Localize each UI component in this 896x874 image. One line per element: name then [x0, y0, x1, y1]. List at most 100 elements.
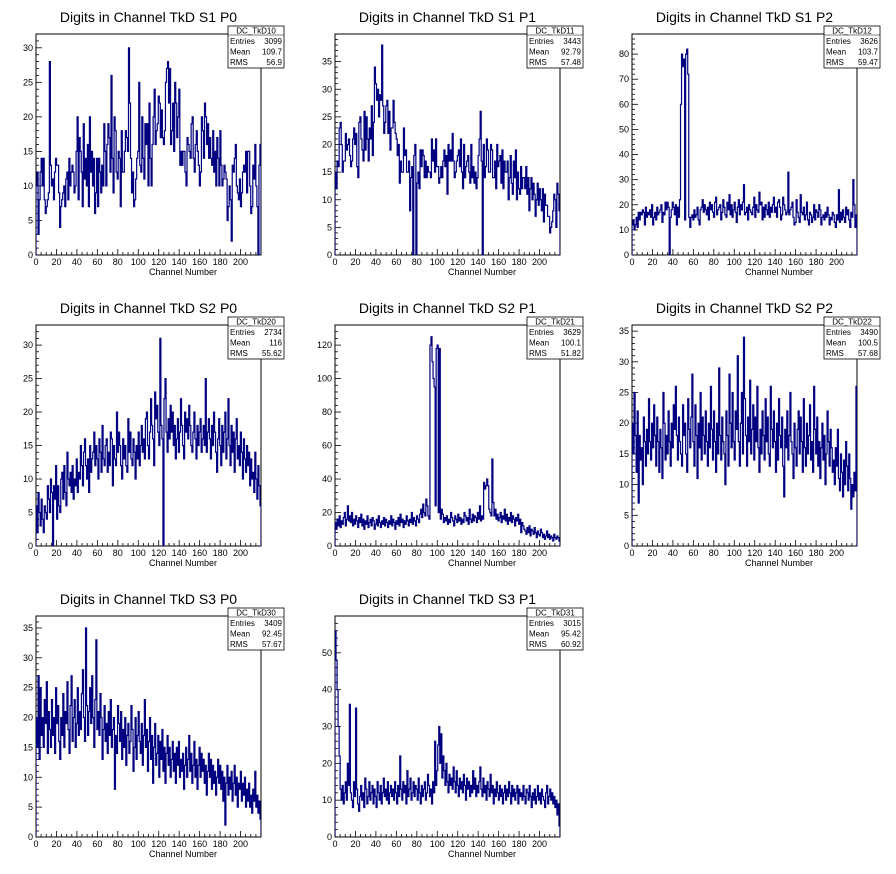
y-tick-label: 35 — [23, 623, 33, 633]
stats-label: Entries — [826, 37, 851, 46]
histogram-series — [335, 630, 560, 837]
y-tick-label: 5 — [28, 802, 33, 812]
x-tick-label: 0 — [332, 839, 337, 849]
stats-value: 3409 — [264, 619, 282, 628]
y-tick-label: 60 — [619, 99, 629, 109]
stats-box-name: DC_TkD22 — [832, 318, 872, 327]
chart-title: Digits in Channel TkD S3 P1 — [359, 591, 536, 607]
stats-label: RMS — [230, 349, 248, 358]
y-tick-label: 0 — [28, 250, 33, 260]
stats-value: 3626 — [860, 37, 878, 46]
x-tick-label: 0 — [332, 548, 337, 558]
stats-label: Mean — [529, 48, 549, 57]
stats-box-name: DC_TkD21 — [535, 318, 575, 327]
stats-value: 57.68 — [858, 349, 879, 358]
stats-box-name: DC_TkD31 — [535, 609, 575, 618]
x-tick-label: 60 — [92, 257, 102, 267]
stats-box-frame — [227, 316, 285, 360]
stats-value: 100.5 — [858, 339, 879, 348]
x-tick-label: 100 — [430, 839, 445, 849]
y-tick-label: 0 — [327, 250, 332, 260]
y-tick-label: 25 — [23, 374, 33, 384]
chart-title: Digits in Channel TkD S1 P1 — [359, 9, 536, 25]
x-tick-label: 140 — [172, 257, 187, 267]
stats-value: 60.92 — [561, 640, 582, 649]
x-tick-label: 40 — [668, 548, 678, 558]
stats-label: RMS — [529, 349, 547, 358]
y-tick-label: 5 — [327, 222, 332, 232]
y-tick-label: 40 — [322, 685, 332, 695]
histogram-panel: Digits in Channel TkD S3 P10 20 40 60 80 100 1… — [322, 591, 584, 859]
x-tick-label: 0 — [629, 548, 634, 558]
stats-label: Entries — [529, 37, 554, 46]
chart-title: Digits in Channel TkD S1 P2 — [656, 9, 833, 25]
y-tick-label: 10 — [322, 195, 332, 205]
stats-box-frame — [526, 607, 584, 651]
stats-label: Mean — [826, 48, 846, 57]
x-tick-label: 40 — [668, 257, 678, 267]
stats-value: 57.67 — [262, 640, 283, 649]
y-tick-label: 25 — [23, 77, 33, 87]
histogram-panel: Digits in Channel TkD S2 P1 0 20 40 60 80 100 1… — [317, 300, 584, 568]
y-tick-label: 15 — [322, 167, 332, 177]
y-tick-label: 10 — [23, 181, 33, 191]
x-tick-label: 160 — [788, 548, 803, 558]
x-tick-label: 80 — [113, 257, 123, 267]
x-tick-label: 40 — [72, 839, 82, 849]
stats-label: Mean — [230, 630, 250, 639]
x-tick-label: 60 — [391, 257, 401, 267]
stats-value: 3629 — [563, 328, 581, 337]
stats-box-name: DC_TkD12 — [832, 27, 872, 36]
y-tick-label: 5 — [28, 508, 33, 518]
y-tick-label: 40 — [619, 150, 629, 160]
stats-label: RMS — [826, 349, 844, 358]
x-tick-label: 100 — [727, 548, 742, 558]
x-tick-label: 20 — [350, 839, 360, 849]
y-tick-label: 15 — [23, 441, 33, 451]
histogram-panel: Digits in Channel TkD S1 P10 20 40 60 80 100 1… — [322, 9, 584, 277]
stats-value: 100.1 — [561, 339, 582, 348]
y-tick-label: 30 — [322, 84, 332, 94]
y-tick-label: 30 — [23, 43, 33, 53]
x-tick-label: 180 — [809, 257, 824, 267]
y-tick-label: 10 — [619, 480, 629, 490]
stats-label: RMS — [230, 58, 248, 67]
x-tick-label: 160 — [192, 839, 207, 849]
histogram-series — [36, 627, 261, 837]
stats-value: 51.82 — [561, 349, 582, 358]
y-tick-label: 25 — [322, 112, 332, 122]
x-axis-label: Channel Number — [745, 558, 813, 568]
stats-box-frame — [227, 25, 285, 69]
x-tick-label: 160 — [192, 548, 207, 558]
x-tick-label: 60 — [688, 548, 698, 558]
x-tick-label: 80 — [412, 548, 422, 558]
x-tick-label: 20 — [647, 548, 657, 558]
stats-value: 55.62 — [262, 349, 283, 358]
chart-title: Digits in Channel TkD S2 P2 — [656, 300, 833, 316]
x-tick-label: 60 — [391, 548, 401, 558]
x-tick-label: 180 — [213, 839, 228, 849]
chart-title: Digits in Channel TkD S2 P0 — [60, 300, 237, 316]
histogram-series — [632, 336, 857, 546]
y-tick-label: 20 — [619, 418, 629, 428]
histogram-series — [36, 337, 261, 546]
stats-value: 92.79 — [561, 48, 582, 57]
x-axis-label: Channel Number — [448, 849, 516, 859]
stats-box-frame — [526, 316, 584, 360]
x-tick-label: 120 — [747, 257, 762, 267]
x-tick-label: 20 — [647, 257, 657, 267]
stats-box-name: DC_TkD10 — [236, 27, 276, 36]
y-tick-label: 70 — [619, 74, 629, 84]
x-tick-label: 100 — [727, 257, 742, 267]
y-tick-label: 30 — [619, 357, 629, 367]
x-tick-label: 200 — [829, 257, 844, 267]
x-tick-label: 60 — [391, 839, 401, 849]
y-tick-label: 30 — [322, 722, 332, 732]
stats-box-name: DC_TkD11 — [536, 27, 576, 36]
